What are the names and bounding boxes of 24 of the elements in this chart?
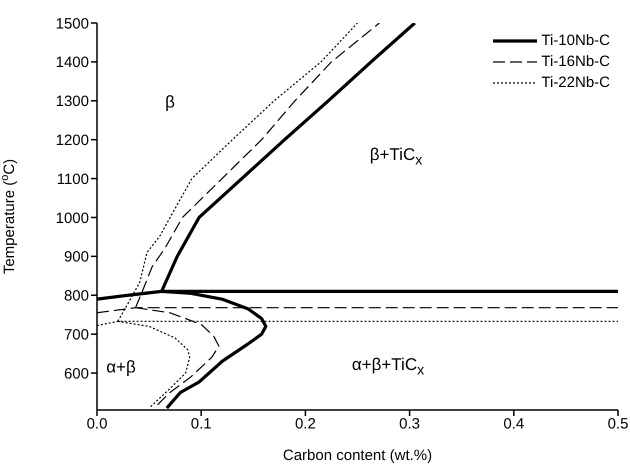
y-tick-label: 600 xyxy=(64,365,89,382)
y-tick-label: 1500 xyxy=(56,15,89,32)
x-axis-title: Carbon content (wt.%) xyxy=(282,447,432,464)
y-tick-label: 700 xyxy=(64,326,89,344)
y-tick-label: 1000 xyxy=(56,210,89,227)
x-tick-label: 0.3 xyxy=(399,416,420,433)
x-tick-label: 0.5 xyxy=(608,416,628,433)
y-tick-label: 1400 xyxy=(56,54,89,72)
legend-label: Ti-16Nb-C xyxy=(541,53,610,70)
y-tick-label: 1200 xyxy=(56,132,89,150)
annotation: α+β xyxy=(106,358,136,376)
annotation: β+TiC$_{x}$ xyxy=(370,145,422,169)
annotation: β xyxy=(165,92,175,112)
y-tick-label: 900 xyxy=(64,248,89,266)
legend-label: Ti-10Nb-C xyxy=(541,32,610,49)
y-tick-label: 1100 xyxy=(56,170,89,188)
y-tick-label: 800 xyxy=(64,288,89,305)
x-tick-label: 0.4 xyxy=(503,416,524,433)
legend-label: Ti-22Nb-C xyxy=(541,74,610,91)
x-tick-label: 0.1 xyxy=(190,416,212,433)
x-tick-label: 0.0 xyxy=(86,416,108,433)
x-tick-label: 0.2 xyxy=(294,416,316,433)
annotation: α+β+TiC$_{x}$ xyxy=(352,355,424,379)
y-tick-label: 1300 xyxy=(56,93,89,110)
